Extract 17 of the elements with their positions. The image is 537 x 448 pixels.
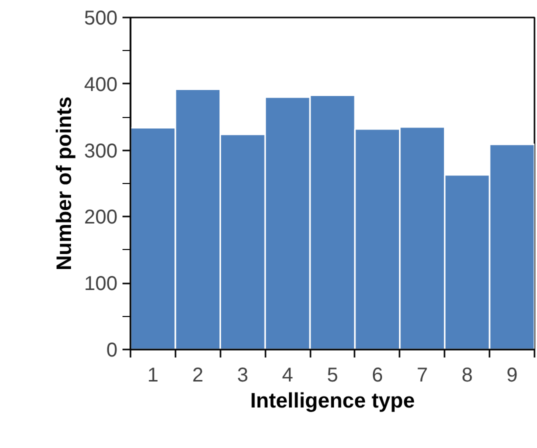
- x-tick-label: 7: [416, 364, 428, 386]
- x-tick-label: 1: [147, 364, 159, 386]
- y-tick-label: 400: [84, 74, 118, 96]
- x-tick-label: 8: [462, 364, 473, 386]
- y-tick-label: 300: [84, 140, 118, 162]
- x-tick-label: 9: [506, 364, 518, 386]
- y-axis-title: Number of points: [53, 96, 76, 270]
- x-axis-title: Intelligence type: [250, 390, 415, 412]
- x-tick-label: 2: [192, 364, 204, 386]
- y-tick-label: 200: [84, 206, 118, 229]
- x-tick-label: 4: [282, 364, 294, 386]
- x-tick-label: 5: [326, 364, 338, 386]
- x-tick-label: 6: [372, 364, 383, 386]
- y-tick-label: 500: [84, 8, 118, 30]
- y-tick-label: 100: [84, 273, 118, 296]
- y-tick-label: 0: [106, 340, 118, 362]
- x-tick-label: 3: [237, 364, 248, 386]
